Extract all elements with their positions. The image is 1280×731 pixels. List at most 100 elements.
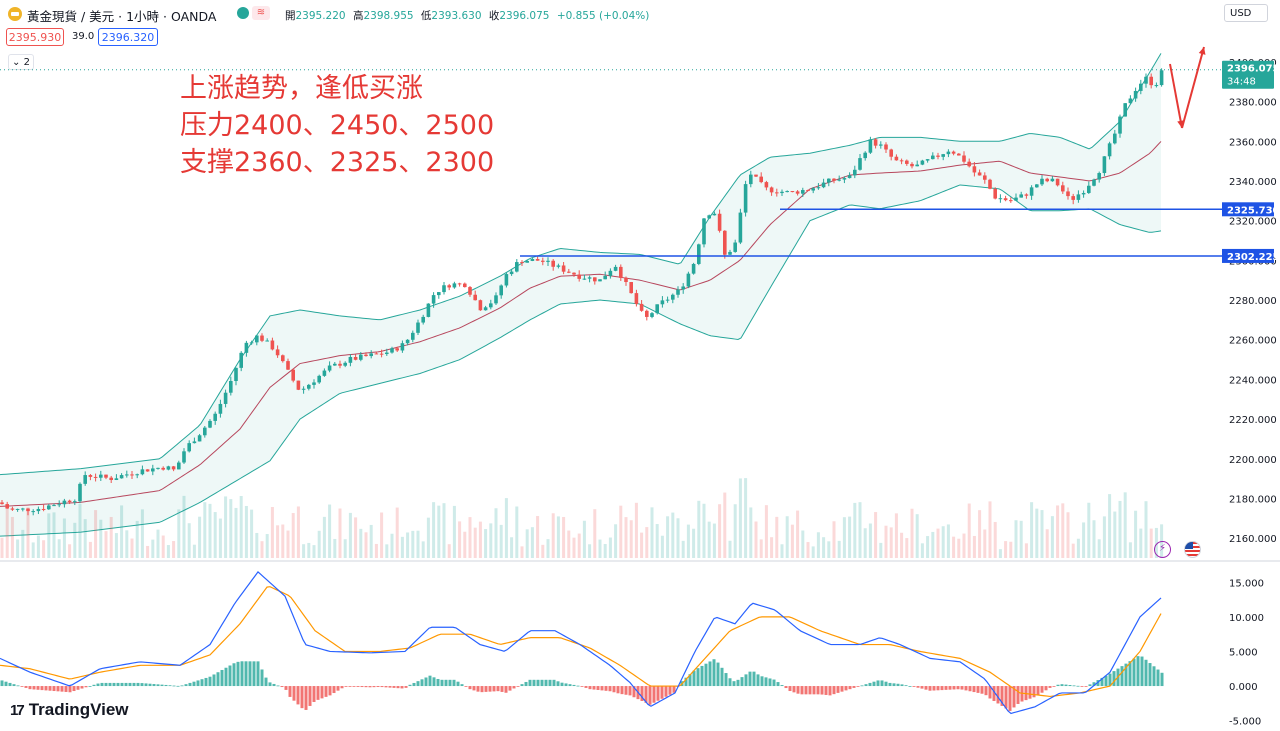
sell-button[interactable]: 2395.930 bbox=[6, 28, 64, 46]
candle-body bbox=[57, 504, 61, 506]
candle-body bbox=[145, 469, 150, 472]
volume-bar bbox=[1019, 520, 1023, 558]
macd-histogram-bar bbox=[664, 686, 668, 697]
candle-body bbox=[281, 355, 285, 362]
macd-histogram-bar bbox=[484, 686, 488, 692]
volume-bar bbox=[317, 530, 321, 558]
macd-histogram-bar bbox=[96, 683, 100, 687]
candle-body bbox=[816, 187, 821, 189]
candle-body bbox=[437, 292, 441, 296]
volume-bar bbox=[624, 517, 628, 558]
macd-histogram-bar bbox=[984, 686, 988, 696]
volume-bar bbox=[749, 507, 753, 558]
volume-bar bbox=[182, 495, 186, 558]
candle-body bbox=[733, 242, 737, 252]
macd-histogram-bar bbox=[308, 686, 312, 706]
candle-body bbox=[894, 156, 899, 161]
macd-histogram-bar bbox=[36, 686, 40, 690]
macd-histogram-bar bbox=[1108, 673, 1112, 687]
volume-bar bbox=[754, 521, 758, 558]
volume-bar bbox=[598, 539, 602, 558]
macd-histogram-bar bbox=[288, 686, 292, 697]
candle-body bbox=[983, 175, 987, 180]
volume-bar bbox=[21, 529, 25, 558]
candle-body bbox=[229, 380, 233, 393]
symbol-title[interactable]: 黃金現貨 / 美元 · 1小時 · OANDA bbox=[27, 9, 217, 24]
macd-histogram-bar bbox=[584, 686, 588, 688]
candle-body bbox=[660, 300, 665, 305]
candle-body bbox=[728, 251, 732, 255]
volume-bar bbox=[296, 506, 300, 558]
flash-icon[interactable]: ⚡ bbox=[1154, 541, 1171, 558]
volume-bar bbox=[723, 492, 727, 558]
volume-bar bbox=[234, 507, 238, 558]
candle-body bbox=[889, 149, 893, 157]
volume-bar bbox=[572, 537, 576, 558]
macd-histogram-bar bbox=[620, 686, 624, 695]
macd-histogram-bar bbox=[788, 686, 792, 692]
candle-body bbox=[556, 265, 561, 267]
candle-body bbox=[171, 466, 176, 470]
price-chart[interactable]: 2400.0002380.0002360.0002340.0002320.000… bbox=[0, 28, 1280, 731]
volume-bar bbox=[1134, 510, 1138, 558]
volume-bar bbox=[879, 542, 883, 558]
wave-icon[interactable]: ≋ bbox=[252, 6, 270, 20]
candle-body bbox=[208, 420, 212, 428]
volume-bar bbox=[520, 546, 524, 558]
volume-bar bbox=[478, 521, 482, 558]
macd-histogram-bar bbox=[988, 686, 992, 699]
volume-bar bbox=[484, 529, 488, 558]
volume-bar bbox=[463, 531, 467, 558]
candle-body bbox=[676, 289, 680, 295]
macd-histogram-bar bbox=[196, 680, 200, 687]
macd-histogram-bar bbox=[800, 686, 804, 695]
macd-histogram-bar bbox=[1160, 672, 1164, 687]
macd-histogram-bar bbox=[588, 686, 592, 690]
candle-body bbox=[338, 363, 342, 366]
macd-histogram-bar bbox=[156, 684, 160, 687]
buy-button[interactable]: 2396.320 bbox=[98, 28, 158, 46]
candle-body bbox=[1003, 198, 1008, 201]
macd-histogram-bar bbox=[476, 686, 480, 692]
macd-histogram-bar bbox=[228, 665, 232, 687]
volume-bar bbox=[156, 529, 160, 558]
macd-histogram-bar bbox=[528, 679, 532, 687]
countdown-label: 34:48 bbox=[1227, 77, 1256, 88]
candle-body bbox=[67, 500, 72, 503]
macd-histogram-bar bbox=[76, 686, 80, 690]
volume-bar bbox=[718, 504, 722, 558]
macd-histogram-bar bbox=[724, 673, 728, 687]
volume-bar bbox=[660, 535, 664, 558]
volume-bar bbox=[1014, 520, 1018, 558]
macd-histogram-bar bbox=[188, 682, 192, 687]
low-label: 低 bbox=[420, 10, 432, 22]
currency-select[interactable]: USD bbox=[1224, 4, 1268, 22]
volume-bar bbox=[390, 533, 394, 558]
candle-body bbox=[52, 505, 56, 507]
candle-body bbox=[567, 271, 571, 273]
volume-bar bbox=[962, 533, 966, 558]
candle-body bbox=[47, 505, 51, 510]
macd-histogram-bar bbox=[848, 686, 852, 690]
macd-histogram-bar bbox=[868, 682, 872, 687]
volume-bar bbox=[967, 503, 971, 558]
volume-bar bbox=[874, 512, 878, 558]
candle-body bbox=[1014, 197, 1018, 201]
volume-bar bbox=[1128, 542, 1132, 558]
candle-body bbox=[457, 283, 462, 285]
candle-body bbox=[988, 179, 992, 189]
us-flag-icon[interactable] bbox=[1184, 541, 1201, 558]
volume-bar bbox=[707, 521, 711, 558]
macd-histogram-bar bbox=[88, 686, 92, 687]
candle-body bbox=[1118, 116, 1122, 134]
macd-histogram-bar bbox=[312, 686, 316, 702]
volume-bar bbox=[203, 502, 207, 558]
volume-bar bbox=[338, 508, 342, 558]
volume-bar bbox=[276, 525, 280, 558]
tradingview-logo[interactable]: 17 TradingView bbox=[10, 700, 129, 722]
candle-body bbox=[764, 182, 769, 188]
bollinger-band-fill bbox=[0, 53, 1161, 537]
candle-body bbox=[780, 191, 784, 194]
volume-bar bbox=[692, 528, 696, 558]
macd-histogram-bar bbox=[1072, 685, 1076, 687]
